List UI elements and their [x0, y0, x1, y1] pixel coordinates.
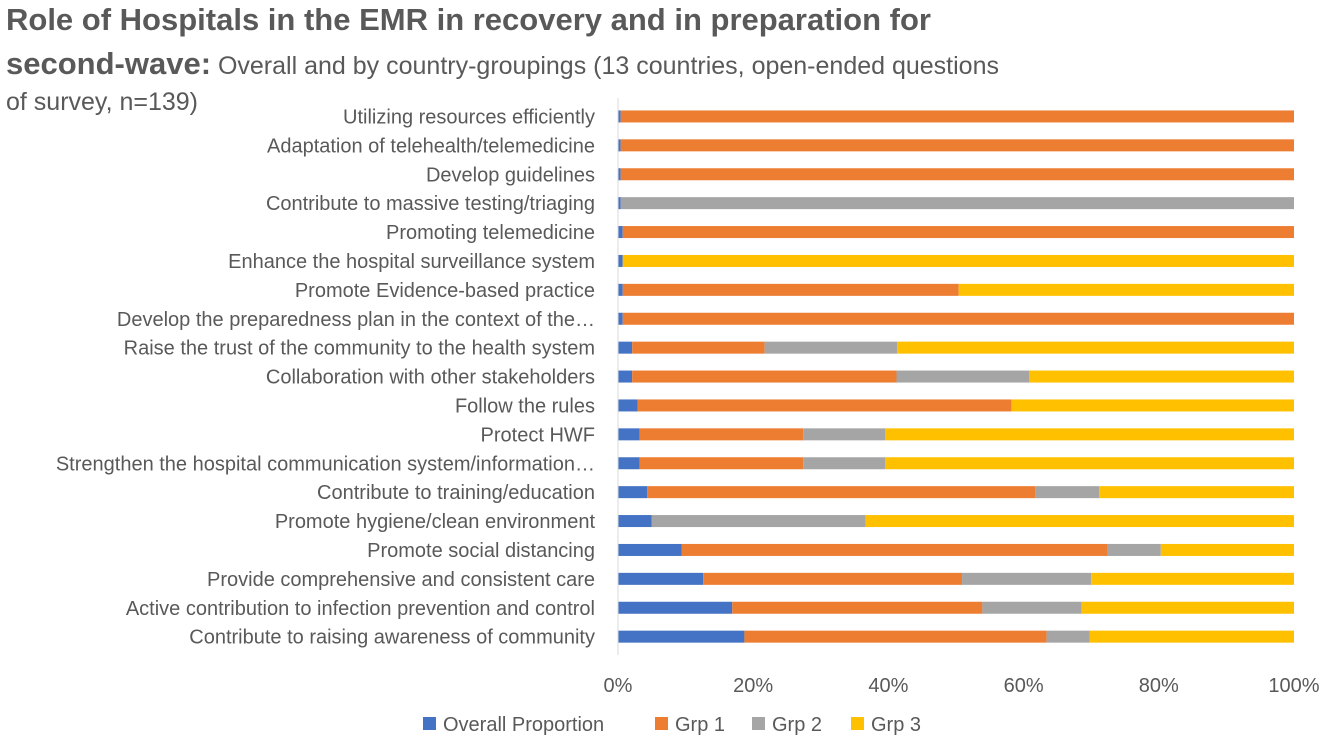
- category-label: Promote hygiene/clean environment: [275, 511, 596, 533]
- bar-segment-series-3: [651, 515, 866, 528]
- bar-segment-series-1: [618, 110, 621, 123]
- bar-segment-series-4: [885, 457, 1294, 470]
- bar-segment-series-4: [865, 515, 1294, 528]
- chart-subtitle-line3: of survey, n=139): [6, 88, 199, 116]
- category-label: Active contribution to infection prevent…: [126, 598, 595, 620]
- bar-segment-series-2: [681, 543, 1108, 556]
- legend-swatch: [423, 717, 436, 730]
- chart-title-line2: second-wave: Overall and by country-grou…: [6, 46, 999, 82]
- bar-segment-series-3: [896, 370, 1030, 383]
- bar-segment-series-3: [1035, 486, 1100, 499]
- category-label: Contribute to massive testing/triaging: [266, 193, 595, 215]
- bar-segment-series-3: [764, 341, 898, 354]
- bar-segment-series-1: [618, 601, 733, 614]
- bar-segment-series-2: [620, 139, 1294, 152]
- bar-segment-series-3: [803, 457, 886, 470]
- legend-swatch: [752, 717, 765, 730]
- category-label: Raise the trust of the community to the …: [124, 338, 595, 360]
- bar-segment-series-2: [620, 110, 1294, 123]
- bar-segment-series-4: [1160, 543, 1294, 556]
- bar-segment-series-1: [618, 139, 621, 152]
- bar-segment-series-2: [632, 341, 765, 354]
- bar-segment-series-1: [618, 283, 623, 296]
- category-label: Develop guidelines: [426, 164, 595, 186]
- bar-segment-series-4: [622, 254, 1294, 267]
- bar-segment-series-1: [618, 168, 621, 181]
- category-label: Enhance the hospital surveillance system: [228, 251, 595, 273]
- bar-segment-series-2: [620, 168, 1294, 181]
- legend-swatch: [655, 717, 668, 730]
- bar-segment-series-1: [618, 226, 623, 239]
- category-label: Promoting telemedicine: [386, 222, 595, 244]
- bar-segment-series-3: [803, 428, 886, 441]
- bar-segment-series-1: [618, 341, 633, 354]
- x-tick-label: 80%: [1139, 675, 1179, 697]
- bar-segment-series-1: [618, 486, 648, 499]
- bar-segment-series-4: [958, 283, 1294, 296]
- category-label: Protect HWF: [481, 424, 595, 446]
- bar-segment-series-2: [622, 283, 959, 296]
- x-tick-label: 100%: [1268, 675, 1319, 697]
- category-label: Strengthen the hospital communication sy…: [56, 453, 595, 475]
- category-label: Contribute to training/education: [317, 482, 595, 504]
- bar-segment-series-4: [897, 341, 1294, 354]
- bar-segment-series-1: [618, 428, 640, 441]
- legend-label: Overall Proportion: [443, 714, 604, 736]
- bar-segment-series-1: [618, 572, 704, 585]
- category-label: Follow the rules: [455, 395, 595, 417]
- bar-segment-series-1: [618, 254, 623, 267]
- category-label: Collaboration with other stakeholders: [266, 367, 595, 389]
- x-tick-label: 40%: [868, 675, 908, 697]
- category-label: Promote Evidence-based practice: [295, 280, 595, 302]
- bar-segment-series-1: [618, 312, 623, 325]
- bar-segment-series-3: [962, 572, 1092, 585]
- legend-label: Grp 2: [772, 714, 822, 736]
- bar-segment-series-3: [982, 601, 1082, 614]
- bar-segment-series-1: [618, 457, 640, 470]
- bar-segment-series-1: [618, 515, 652, 528]
- category-label: Develop the preparedness plan in the con…: [117, 309, 595, 331]
- legend-label: Grp 3: [871, 714, 921, 736]
- bar-segment-series-4: [885, 428, 1294, 441]
- chart-subtitle: Overall and by country-groupings (13 cou…: [211, 52, 999, 80]
- bar-segment-series-4: [1081, 601, 1294, 614]
- bar-segment-series-2: [647, 486, 1036, 499]
- bar-segment-series-3: [620, 197, 1294, 210]
- x-tick-label: 60%: [1004, 675, 1044, 697]
- x-tick-label: 0%: [604, 675, 633, 697]
- x-tick-label: 20%: [733, 675, 773, 697]
- bar-segment-series-2: [732, 601, 983, 614]
- bar-segment-series-2: [744, 630, 1047, 643]
- bar-segment-series-2: [622, 226, 1294, 239]
- bar-segment-series-2: [639, 457, 804, 470]
- bar-segment-series-4: [1029, 370, 1294, 383]
- bar-segment-series-2: [622, 312, 1294, 325]
- category-label: Provide comprehensive and consistent car…: [207, 569, 595, 591]
- bar-segment-series-2: [637, 399, 1012, 412]
- legend-swatch: [851, 717, 864, 730]
- bar-segment-series-3: [1046, 630, 1090, 643]
- bar-segment-series-3: [1107, 543, 1161, 556]
- chart-title-line1: Role of Hospitals in the EMR in recovery…: [6, 2, 931, 37]
- category-label: Promote social distancing: [367, 540, 595, 562]
- bar-segment-series-2: [639, 428, 804, 441]
- bar-segment-series-4: [1011, 399, 1294, 412]
- bar-segment-series-2: [703, 572, 963, 585]
- bar-segment-series-1: [618, 197, 621, 210]
- chart-title-bold: second-wave:: [6, 46, 212, 81]
- bar-segment-series-1: [618, 370, 633, 383]
- bar-segment-series-1: [618, 399, 638, 412]
- bar-segment-series-1: [618, 630, 745, 643]
- legend-label: Grp 1: [675, 714, 725, 736]
- category-label: Utilizing resources efficiently: [343, 106, 595, 128]
- bar-segment-series-4: [1091, 572, 1294, 585]
- bar-segment-series-4: [1089, 630, 1294, 643]
- category-label: Contribute to raising awareness of commu…: [189, 627, 595, 649]
- bar-segment-series-4: [1099, 486, 1294, 499]
- bar-segment-series-1: [618, 543, 682, 556]
- category-label: Adaptation of telehealth/telemedicine: [267, 135, 595, 157]
- bar-segment-series-2: [632, 370, 897, 383]
